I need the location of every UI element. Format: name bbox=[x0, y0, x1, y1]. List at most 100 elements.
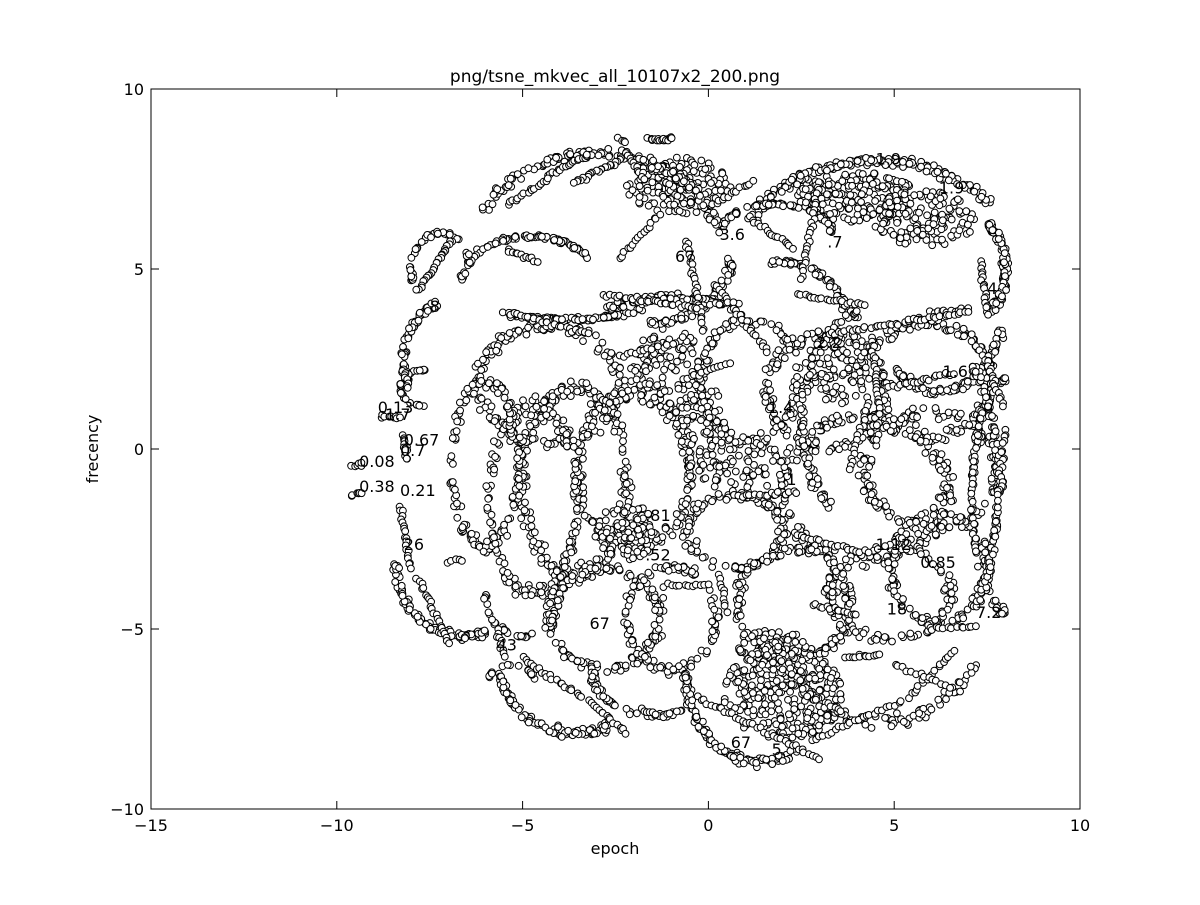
data-point bbox=[484, 494, 493, 503]
data-point bbox=[665, 180, 674, 189]
data-point bbox=[918, 614, 927, 622]
data-point bbox=[815, 665, 824, 673]
data-point bbox=[556, 573, 565, 581]
data-point bbox=[485, 379, 493, 388]
data-point bbox=[931, 616, 940, 624]
data-point bbox=[861, 363, 870, 372]
data-point bbox=[893, 202, 902, 211]
data-point bbox=[867, 490, 876, 499]
data-point bbox=[447, 452, 456, 461]
data-point bbox=[816, 359, 824, 368]
data-point bbox=[955, 678, 964, 687]
data-point bbox=[906, 629, 915, 638]
data-point bbox=[656, 354, 665, 363]
data-point bbox=[548, 392, 557, 401]
data-point bbox=[811, 695, 820, 704]
data-point bbox=[897, 415, 906, 424]
data-point bbox=[808, 428, 817, 436]
data-point bbox=[449, 460, 457, 468]
data-point bbox=[872, 635, 881, 644]
data-point bbox=[966, 214, 975, 223]
data-point bbox=[482, 348, 491, 357]
data-point bbox=[763, 557, 771, 566]
data-point bbox=[887, 722, 896, 731]
data-point bbox=[952, 426, 961, 434]
data-point bbox=[540, 397, 548, 406]
data-point bbox=[931, 530, 940, 539]
data-point bbox=[637, 391, 645, 400]
data-point bbox=[934, 433, 943, 442]
data-point bbox=[560, 653, 568, 662]
data-point bbox=[945, 571, 954, 580]
data-point bbox=[919, 384, 927, 393]
data-point bbox=[943, 484, 951, 492]
data-point bbox=[546, 630, 555, 638]
data-point bbox=[893, 218, 901, 227]
data-point bbox=[740, 638, 749, 647]
data-point bbox=[544, 439, 552, 448]
data-point bbox=[787, 175, 796, 184]
data-point bbox=[969, 457, 978, 466]
data-point bbox=[769, 665, 778, 674]
data-point bbox=[863, 471, 872, 480]
data-point bbox=[511, 590, 520, 599]
data-point bbox=[911, 214, 920, 223]
data-point bbox=[888, 335, 896, 343]
data-point bbox=[798, 638, 807, 646]
data-point bbox=[685, 447, 694, 456]
data-point bbox=[598, 338, 607, 347]
data-point bbox=[710, 482, 719, 491]
data-point bbox=[1000, 249, 1009, 258]
data-point bbox=[656, 663, 665, 672]
data-point bbox=[835, 201, 843, 210]
data-point bbox=[993, 328, 1002, 337]
data-point bbox=[515, 482, 524, 490]
data-point bbox=[666, 399, 674, 408]
data-point bbox=[798, 656, 807, 665]
data-point bbox=[784, 695, 792, 704]
data-point bbox=[798, 422, 807, 431]
data-point bbox=[801, 185, 810, 194]
data-point bbox=[515, 491, 524, 500]
data-point bbox=[851, 391, 860, 400]
data-point bbox=[780, 530, 789, 539]
data-point bbox=[595, 522, 604, 530]
data-point bbox=[758, 660, 767, 669]
data-point bbox=[761, 710, 770, 719]
data-point bbox=[982, 393, 990, 402]
data-point bbox=[929, 387, 938, 395]
data-point bbox=[936, 494, 945, 503]
data-point bbox=[688, 349, 697, 358]
data-point bbox=[487, 402, 496, 411]
data-point bbox=[582, 379, 591, 388]
data-point bbox=[503, 531, 512, 540]
data-point bbox=[967, 505, 975, 514]
data-point bbox=[643, 186, 652, 195]
data-point bbox=[748, 681, 756, 690]
data-point bbox=[860, 348, 869, 357]
data-point bbox=[818, 200, 827, 209]
data-point bbox=[527, 411, 536, 420]
data-point bbox=[806, 371, 814, 379]
data-point bbox=[774, 346, 783, 355]
data-point bbox=[947, 231, 956, 240]
data-point bbox=[677, 437, 686, 446]
data-point bbox=[714, 490, 723, 498]
data-point bbox=[674, 431, 683, 439]
data-point bbox=[727, 428, 736, 437]
data-point bbox=[899, 717, 908, 726]
data-point bbox=[601, 516, 610, 525]
data-point bbox=[626, 626, 635, 635]
data-point bbox=[732, 209, 740, 218]
data-point bbox=[945, 523, 954, 532]
data-point bbox=[467, 529, 476, 538]
data-point bbox=[591, 532, 600, 541]
data-point bbox=[679, 345, 687, 354]
data-point bbox=[494, 389, 502, 398]
data-point bbox=[829, 684, 837, 693]
data-point bbox=[603, 414, 611, 423]
data-point bbox=[968, 468, 977, 477]
data-point bbox=[739, 473, 748, 481]
data-point bbox=[808, 361, 816, 370]
data-point bbox=[798, 390, 807, 399]
